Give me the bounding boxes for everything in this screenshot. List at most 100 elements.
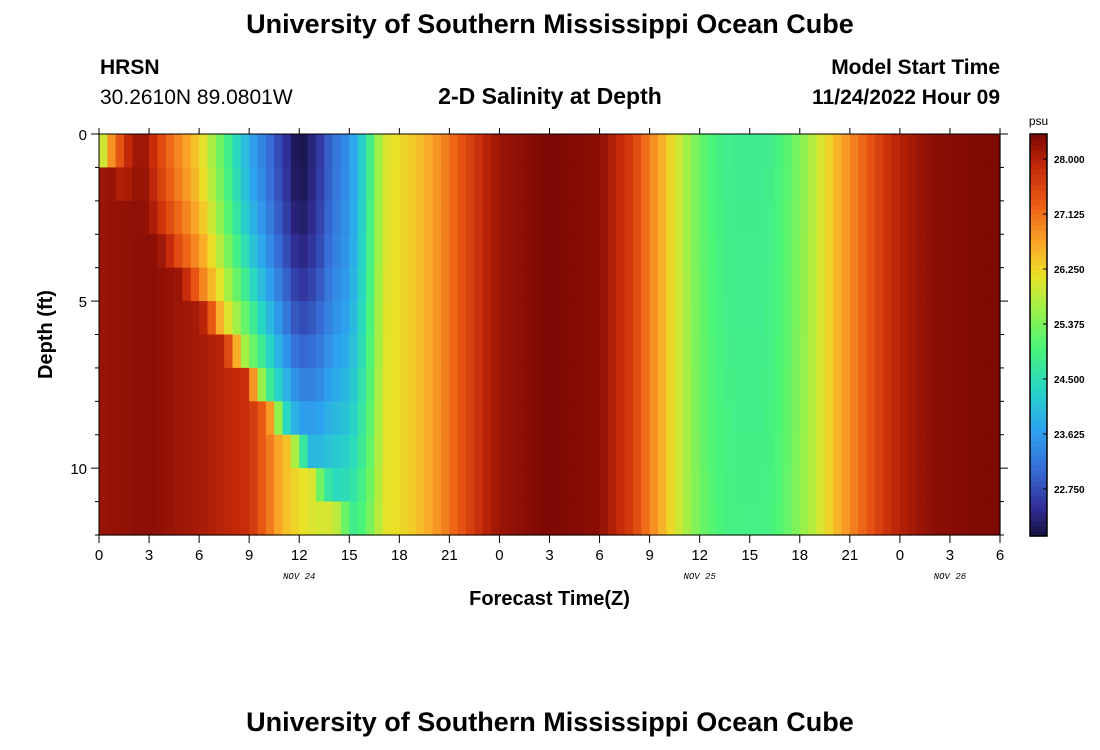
heatmap-cell (132, 401, 142, 436)
heatmap-cell (983, 234, 993, 269)
heatmap-cell (165, 200, 175, 235)
heatmap-cell (916, 334, 926, 369)
heatmap-cell (157, 334, 167, 369)
heatmap-cell (199, 267, 209, 302)
heatmap-cell (599, 367, 609, 402)
heatmap-cell (274, 134, 284, 169)
heatmap-cell (466, 167, 476, 202)
heatmap-cell (549, 200, 559, 235)
heatmap-cell (115, 267, 125, 302)
heatmap-cell (766, 267, 776, 302)
heatmap-cell (149, 134, 158, 169)
heatmap-cell (324, 200, 334, 235)
heatmap-cell (566, 367, 576, 402)
heatmap-cell (140, 334, 150, 369)
heatmap-cell (649, 367, 659, 402)
heatmap-cell (449, 367, 459, 402)
heatmap-cell (966, 167, 976, 202)
heatmap-cell (791, 301, 801, 336)
heatmap-cell (666, 301, 676, 336)
heatmap-cell (140, 200, 150, 235)
heatmap-cell (449, 134, 459, 169)
heatmap-cell (299, 468, 309, 503)
heatmap-cell (115, 434, 125, 469)
heatmap-cell (949, 301, 959, 336)
heatmap-cell (557, 501, 567, 536)
heatmap-cell (457, 501, 467, 536)
heatmap-cell (891, 501, 901, 536)
heatmap-cell (666, 334, 676, 369)
heatmap-cell (924, 434, 934, 469)
heatmap-cell (541, 434, 551, 469)
heatmap-cell (816, 501, 826, 536)
heatmap-cell (182, 134, 192, 169)
heatmap-cell (966, 200, 976, 235)
heatmap-cell (457, 267, 467, 302)
heatmap-cell (582, 200, 592, 235)
heatmap-cell (883, 367, 893, 402)
heatmap-cell (115, 367, 125, 402)
colorbar-segment (1030, 249, 1047, 256)
heatmap-cell (791, 200, 801, 235)
date-label: NOV 25 (683, 572, 716, 582)
heatmap-cell (332, 334, 342, 369)
heatmap-cell (574, 234, 584, 269)
heatmap-cell (566, 134, 576, 169)
heatmap-cell (591, 434, 601, 469)
heatmap-cell (449, 267, 459, 302)
heatmap-cell (174, 401, 184, 436)
heatmap-cell (549, 401, 559, 436)
heatmap-cell (416, 367, 425, 402)
heatmap-cell (374, 267, 384, 302)
heatmap-cell (482, 401, 492, 436)
heatmap-cell (240, 167, 250, 202)
colorbar-segment (1030, 209, 1047, 215)
heatmap-cell (941, 501, 951, 536)
heatmap-cell (107, 401, 117, 436)
heatmap-cell (774, 167, 784, 202)
heatmap-cell (916, 434, 926, 469)
heatmap-cell (357, 234, 367, 269)
heatmap-cell (649, 434, 659, 469)
heatmap-cell (190, 301, 200, 336)
heatmap-cell (624, 367, 634, 402)
heatmap-cell (758, 367, 768, 402)
heatmap-cell (491, 501, 501, 536)
model-start-value: 11/24/2022 Hour 09 (812, 86, 1000, 109)
heatmap-cell (866, 200, 876, 235)
heatmap-cell (424, 434, 434, 469)
heatmap-cell (833, 334, 843, 369)
heatmap-cell (733, 301, 742, 336)
heatmap-cell (199, 134, 209, 169)
heatmap-cell (557, 234, 567, 269)
heatmap-cell (232, 367, 242, 402)
heatmap-cell (766, 434, 776, 469)
heatmap-cell (849, 434, 859, 469)
heatmap-cell (958, 301, 968, 336)
heatmap-cell (916, 401, 926, 436)
heatmap-cell (399, 401, 409, 436)
heatmap-cell (382, 334, 392, 369)
heatmap-cell (566, 200, 576, 235)
heatmap-cell (599, 468, 609, 503)
heatmap-cell (599, 200, 609, 235)
heatmap-cell (799, 367, 809, 402)
heatmap-cell (816, 434, 826, 469)
heatmap-cell (491, 134, 501, 169)
heatmap-cell (883, 301, 893, 336)
heatmap-cell (207, 334, 217, 369)
heatmap-cell (424, 267, 434, 302)
station-coordinates: 30.2610N 89.0801W (100, 86, 293, 109)
heatmap-cell (224, 301, 234, 336)
heatmap-cell (799, 301, 809, 336)
heatmap-cell (374, 234, 384, 269)
heatmap-cell (983, 501, 993, 536)
heatmap-cell (624, 134, 634, 169)
heatmap-cell (858, 234, 868, 269)
heatmap-cell (841, 167, 851, 202)
heatmap-cell (632, 401, 642, 436)
heatmap-cell (441, 234, 450, 269)
heatmap-cell (991, 267, 1001, 302)
heatmap-cell (724, 434, 734, 469)
heatmap-cell (265, 434, 275, 469)
